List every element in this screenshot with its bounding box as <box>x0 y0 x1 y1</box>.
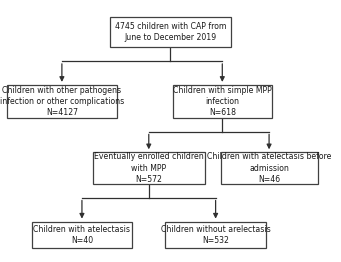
Text: Children with atelectasis before
admission
N=46: Children with atelectasis before admissi… <box>207 152 331 184</box>
FancyBboxPatch shape <box>93 152 205 184</box>
FancyBboxPatch shape <box>110 17 231 47</box>
Text: Children without arelectasis
N=532: Children without arelectasis N=532 <box>161 225 270 245</box>
Text: Children with other pathogens
infection or other complications
N=4127: Children with other pathogens infection … <box>0 85 124 117</box>
Text: Children with simple MPP
infection
N=618: Children with simple MPP infection N=618 <box>173 85 272 117</box>
Text: Eventually enrolled children
with MPP
N=572: Eventually enrolled children with MPP N=… <box>94 152 204 184</box>
FancyBboxPatch shape <box>221 152 317 184</box>
Text: Children with atelectasis
N=40: Children with atelectasis N=40 <box>33 225 131 245</box>
FancyBboxPatch shape <box>32 221 132 248</box>
Text: 4745 children with CAP from
June to December 2019: 4745 children with CAP from June to Dece… <box>115 22 226 42</box>
FancyBboxPatch shape <box>173 85 271 118</box>
FancyBboxPatch shape <box>7 85 117 118</box>
FancyBboxPatch shape <box>165 221 266 248</box>
